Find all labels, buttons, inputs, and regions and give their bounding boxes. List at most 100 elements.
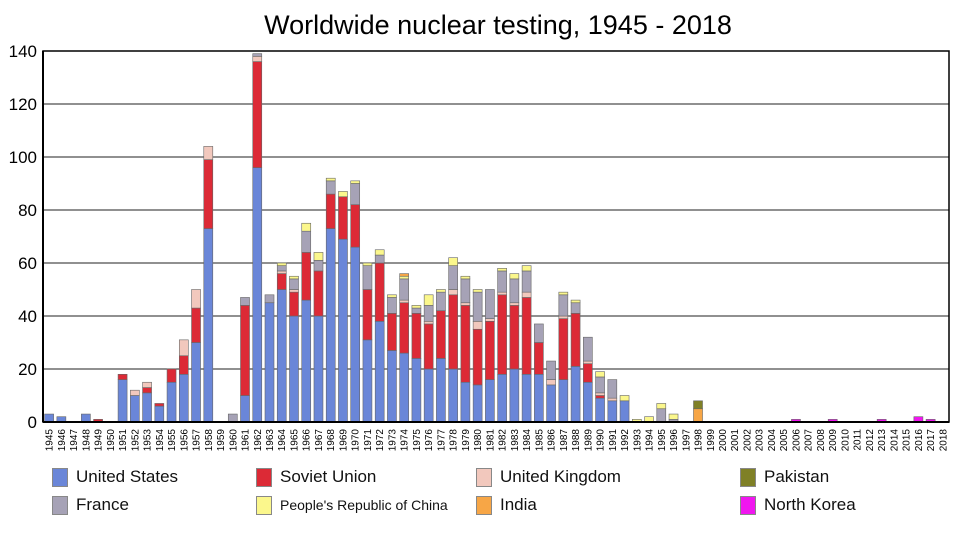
- x-tick-label: 2003: [755, 429, 766, 452]
- x-tick-label: 1999: [706, 429, 717, 452]
- bar-soviet-union-1976: [423, 323, 434, 370]
- x-tick-label: 2014: [889, 429, 900, 452]
- bar-united-kingdom-1989: [583, 360, 593, 364]
- bar-united-states-1983: [509, 368, 520, 423]
- bar-india-1998: [693, 408, 703, 423]
- bar-united-kingdom-1978: [448, 289, 458, 296]
- bar-france-1973: [387, 297, 397, 314]
- bar-soviet-union-1965: [289, 291, 299, 317]
- bar-united-states-1962: [252, 167, 263, 423]
- x-tick-label: 1978: [449, 429, 460, 452]
- x-tick-label: 1986: [547, 429, 558, 452]
- x-tick-label: 2004: [767, 429, 778, 452]
- x-tick-label: 1948: [81, 429, 92, 452]
- bar-soviet-union-1984: [521, 297, 532, 375]
- x-tick-label: 1953: [143, 429, 154, 452]
- bar-france-1963: [264, 294, 275, 304]
- bar-people-s-republic-of-china-1990: [595, 371, 605, 378]
- x-tick-label: 1946: [57, 429, 68, 452]
- bar-soviet-union-1968: [325, 193, 336, 229]
- x-tick-label: 1983: [510, 429, 521, 452]
- bar-france-1988: [570, 302, 581, 314]
- bar-france-1972: [374, 254, 385, 264]
- bar-united-states-1981: [485, 379, 495, 423]
- bar-united-kingdom-1991: [607, 397, 618, 402]
- bar-united-kingdom-1982: [497, 291, 507, 296]
- x-tick-label: 1952: [130, 429, 141, 452]
- x-tick-label: 1969: [338, 429, 349, 452]
- x-tick-label: 2017: [926, 429, 937, 452]
- bar-people-s-republic-of-china-1966: [301, 222, 312, 232]
- bar-france-1978: [448, 265, 458, 290]
- bar-france-1961: [240, 297, 250, 306]
- bar-united-states-1989: [583, 381, 593, 423]
- bar-people-s-republic-of-china-1972: [374, 249, 385, 256]
- bar-united-states-1969: [338, 238, 348, 423]
- bar-soviet-union-1979: [460, 305, 471, 383]
- bar-people-s-republic-of-china-1992: [619, 395, 630, 402]
- bar-united-states-1976: [423, 368, 434, 423]
- bar-united-states-1970: [350, 246, 361, 423]
- x-tick-label: 1991: [608, 429, 619, 452]
- x-tick-label: 1987: [559, 429, 570, 452]
- bar-france-1986: [546, 360, 556, 380]
- bar-united-states-1963: [264, 302, 275, 423]
- bar-people-s-republic-of-china-1996: [668, 413, 679, 420]
- x-tick-label: 1996: [669, 429, 680, 452]
- bar-people-s-republic-of-china-1968: [325, 177, 336, 182]
- bar-soviet-union-1970: [350, 204, 361, 248]
- x-tick-label: 2001: [730, 429, 741, 452]
- bar-soviet-union-1967: [313, 270, 324, 317]
- bar-united-states-1948: [81, 413, 91, 423]
- bar-soviet-union-1975: [411, 313, 422, 359]
- bar-people-s-republic-of-china-1983: [509, 273, 520, 280]
- bar-united-kingdom-1974: [399, 299, 409, 304]
- bar-france-1971: [362, 265, 373, 290]
- bar-soviet-union-1958: [203, 159, 214, 229]
- bar-people-s-republic-of-china-1995: [656, 403, 667, 410]
- bar-soviet-union-1988: [570, 313, 581, 367]
- bar-soviet-union-1990: [595, 395, 605, 399]
- bar-people-s-republic-of-china-1982: [497, 267, 507, 272]
- bar-france-1966: [301, 230, 312, 253]
- bar-france-1990: [595, 376, 605, 394]
- bar-people-s-republic-of-china-1964: [276, 262, 287, 266]
- x-tick-label: 2015: [902, 429, 913, 452]
- x-tick-label: 1959: [216, 429, 227, 452]
- x-tick-label: 2013: [877, 429, 888, 452]
- x-tick-label: 1976: [424, 429, 435, 452]
- bar-united-kingdom-1952: [130, 389, 140, 396]
- x-tick-label: 1994: [645, 429, 656, 452]
- x-tick-label: 1993: [632, 429, 643, 452]
- bar-soviet-union-1980: [472, 328, 483, 386]
- bar-soviet-union-1974: [399, 302, 409, 354]
- bar-france-1991: [607, 379, 618, 399]
- x-tick-label: 2011: [853, 429, 864, 451]
- bar-united-kingdom-1981: [485, 318, 495, 322]
- y-tick-label: 0: [28, 413, 37, 432]
- bar-people-s-republic-of-china-1980: [472, 289, 483, 293]
- x-tick-label: 1971: [363, 429, 374, 452]
- bar-united-states-1992: [619, 400, 630, 423]
- bar-soviet-union-1969: [338, 196, 348, 240]
- bar-united-states-1956: [178, 373, 189, 423]
- y-tick-label: 40: [18, 307, 37, 326]
- x-tick-label: 1956: [179, 429, 190, 452]
- bar-soviet-union-1961: [240, 305, 250, 396]
- bar-united-kingdom-1979: [460, 302, 471, 306]
- bar-india-1974: [399, 273, 409, 277]
- bar-soviet-union-1964: [276, 273, 287, 290]
- bar-united-states-1986: [546, 384, 556, 423]
- bar-united-states-1973: [387, 350, 397, 423]
- x-tick-label: 2010: [840, 429, 851, 452]
- bar-people-s-republic-of-china-1965: [289, 275, 299, 280]
- bar-france-1989: [583, 336, 593, 362]
- x-tick-label: 1964: [277, 429, 288, 452]
- bar-soviet-union-1982: [497, 294, 507, 375]
- bar-soviet-union-1956: [178, 355, 189, 375]
- bar-france-1960: [227, 413, 238, 423]
- x-tick-label: 1945: [45, 429, 56, 452]
- bar-united-states-1945: [44, 413, 54, 423]
- x-tick-label: 2009: [828, 429, 839, 452]
- x-tick-label: 2000: [718, 429, 729, 452]
